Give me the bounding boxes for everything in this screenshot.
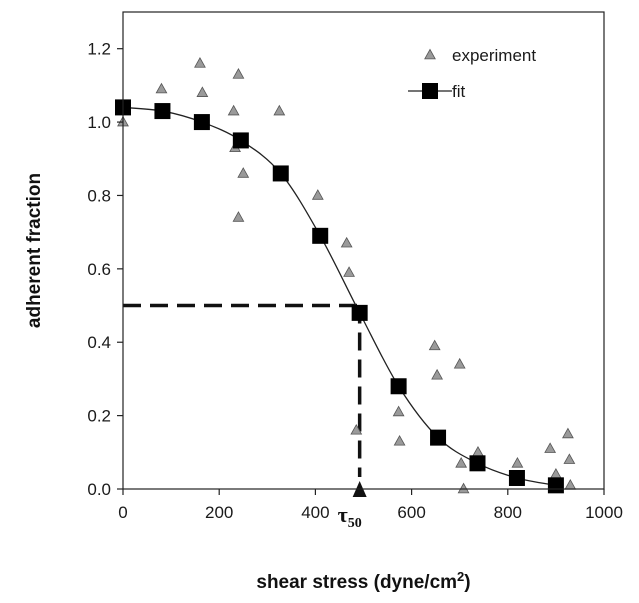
plot-frame — [122, 11, 605, 490]
fit-point — [232, 132, 249, 149]
experiment-point — [343, 266, 355, 277]
fit-point — [312, 227, 329, 244]
legend-fit-label: fit — [452, 82, 466, 101]
x-tick-label: 1000 — [585, 503, 623, 522]
fit-point — [272, 165, 289, 182]
experiment-point — [564, 479, 577, 490]
experiment-point — [273, 104, 286, 116]
y-tick-label: 1.0 — [87, 113, 111, 132]
experiment-point — [340, 236, 353, 248]
fit-point — [508, 469, 525, 486]
experiment-point — [431, 368, 443, 380]
fit-curve — [122, 106, 557, 486]
experiment-point — [311, 189, 324, 200]
y-tick-label: 0.6 — [87, 260, 111, 279]
fit-point — [390, 378, 407, 395]
experiment-point — [457, 482, 470, 494]
experiment-point — [227, 104, 240, 116]
y-axis-title: adherent fraction — [24, 173, 45, 328]
x-tick-label: 0 — [118, 503, 127, 522]
x-tick-label: 200 — [205, 503, 233, 522]
x-tick-label: 800 — [494, 503, 522, 522]
axes: 0 200 400 600 800 1000 0.0 0.2 0.4 0.6 0.8 1.0 1.2 — [87, 11, 623, 522]
fit-point — [547, 477, 564, 494]
x-tick-label: 600 — [397, 503, 425, 522]
plot-area — [115, 57, 577, 497]
experiment-point — [237, 167, 250, 178]
tau50-label: τ50 — [338, 502, 362, 531]
experiment-point — [393, 434, 406, 446]
experiment-point — [511, 456, 524, 468]
experiment-point — [155, 82, 168, 94]
x-axis-title: shear stress (dyne/cm2) — [256, 569, 470, 593]
fit-point — [469, 455, 486, 472]
experiment-point — [562, 427, 574, 439]
experiment-point — [392, 405, 405, 417]
fit-point — [193, 114, 210, 131]
experiment-point — [232, 68, 245, 79]
experiment-point — [196, 86, 209, 97]
legend-fit-marker — [422, 83, 438, 99]
legend: experiment fit — [408, 46, 536, 101]
y-tick-label: 0.8 — [87, 186, 111, 205]
y-tick-label: 0.2 — [87, 407, 111, 426]
experiment-point — [194, 57, 206, 68]
experiment-point — [232, 211, 245, 222]
legend-experiment-label: experiment — [452, 46, 536, 65]
fit-point — [430, 429, 447, 446]
experiment-point — [455, 456, 468, 468]
experiment-point — [544, 442, 557, 453]
y-tick-label: 0.0 — [87, 480, 111, 499]
y-tick-label: 0.4 — [87, 333, 111, 352]
experiment-point — [428, 339, 441, 351]
experiment-point — [472, 445, 484, 457]
y-tick-label: 1.2 — [87, 40, 111, 59]
experiment-point — [549, 468, 562, 479]
experiment-point — [350, 423, 363, 435]
experiment-point — [563, 453, 576, 464]
experiment-point — [453, 357, 466, 369]
fit-point — [154, 103, 171, 120]
x-tick-label: 400 — [301, 503, 329, 522]
legend-experiment-marker — [424, 48, 436, 60]
fit-point — [351, 304, 368, 321]
